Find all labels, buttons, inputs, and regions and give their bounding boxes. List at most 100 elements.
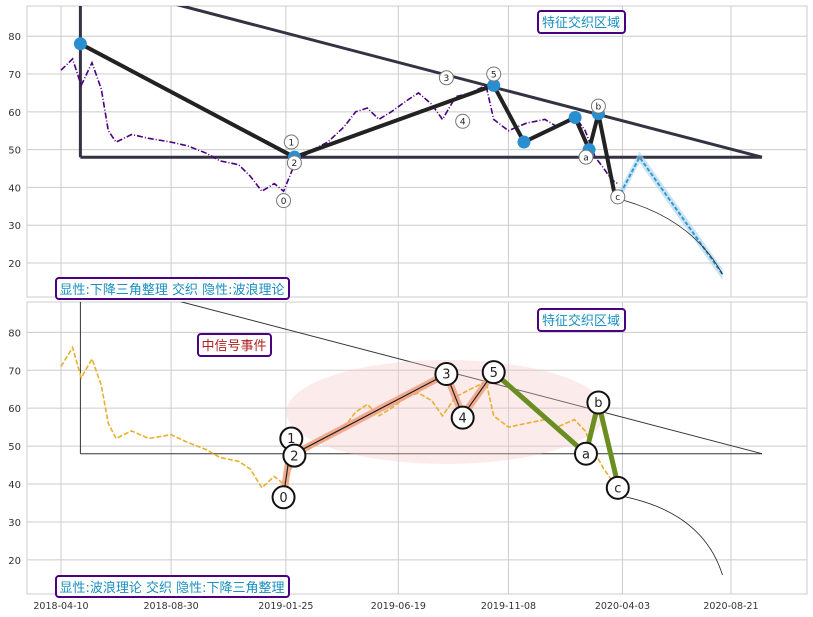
top-panel: 0 1 2 3 4 5 a b c 20 30 40 50 60 70 80 特征交织区域 显性:下降三角整…: [8, 5, 808, 300]
wave-label-circle: [286, 155, 302, 171]
y-tick-label: 70: [8, 70, 21, 81]
y-tick-label: 80: [8, 328, 21, 339]
event-label-box: [197, 333, 272, 357]
wave-label-circle: [578, 149, 594, 165]
wave-label-3: 3: [434, 362, 459, 387]
top-marks: 0 1 2 3 4 5 a b c: [60, 6, 763, 280]
wave-label-a: a: [578, 149, 594, 165]
projection-arc: [617, 198, 723, 275]
wave-label-circle: [282, 443, 307, 468]
y-tick-label: 30: [8, 518, 21, 529]
x-tick-label: 2020-08-21: [703, 601, 758, 612]
bottom-corner-label: 特征交织区域: [537, 308, 626, 332]
bottom-x-ticks: 2018-04-10 2018-08-30 2019-01-25 2019-06-19…: [33, 601, 758, 612]
top-corner-label-box: [537, 10, 626, 34]
wave-label-text: 5: [490, 366, 498, 381]
correction-wave-line: [492, 370, 621, 485]
wave-label-text: 3: [444, 74, 450, 84]
wave-label-circle: [610, 189, 626, 205]
wave-label-circle: [438, 70, 454, 86]
event-label: 中信号事件: [197, 333, 272, 357]
wave-label-text: a: [582, 447, 590, 462]
pivot-marker: [517, 135, 531, 149]
bottom-bottom-label-text: 显性:波浪理论 交织 隐性:下降三角整理: [59, 580, 284, 596]
signal-region: [286, 359, 607, 464]
wave-label-text: 3: [442, 368, 450, 383]
top-bottom-label-text: 显性:下降三角整理 交织 隐性:波浪理论: [59, 282, 284, 298]
wave-label-text: c: [614, 481, 621, 496]
top-corner-label-text: 特征交织区域: [542, 15, 620, 31]
wave-label-text: a: [583, 153, 589, 163]
wave-label-1: 1: [283, 134, 299, 150]
top-bottom-label-box: [55, 277, 290, 300]
wave-label-circle: [455, 113, 471, 129]
wave-label-text: 0: [279, 491, 287, 506]
wave-label-2: 2: [286, 155, 302, 171]
top-y-ticks: 20 30 40 50 60 70 80: [8, 32, 21, 270]
top-panel-frame: [26, 5, 808, 298]
x-tick-label: 2018-04-10: [33, 601, 88, 612]
bottom-bottom-label: 显性:波浪理论 交织 隐性:下降三角整理: [55, 575, 290, 598]
y-tick-label: 50: [8, 442, 21, 453]
wave-label-text: 2: [292, 159, 298, 169]
wave-label-circle: [605, 475, 630, 500]
y-tick-label: 50: [8, 146, 21, 157]
bottom-panel-frame: [26, 301, 808, 595]
wave-label-5: 5: [486, 66, 502, 82]
top-bottom-label: 显性:下降三角整理 交织 隐性:波浪理论: [55, 277, 290, 300]
y-tick-label: 40: [8, 183, 21, 194]
x-tick-label: 2019-01-25: [258, 601, 313, 612]
y-tick-label: 40: [8, 480, 21, 491]
wave-label-b: b: [586, 390, 611, 415]
wave-label-text: 4: [460, 118, 466, 128]
triangle-upper-line: [179, 302, 763, 455]
x-tick-label: 2020-04-03: [595, 601, 650, 612]
y-tick-label: 80: [8, 32, 21, 43]
bottom-bottom-label-box: [55, 575, 290, 598]
wave-label-5: 5: [481, 360, 506, 385]
bottom-corner-label-box: [537, 308, 626, 332]
wave-label-circle: [573, 441, 598, 466]
wave-label-circle: [450, 405, 475, 430]
wave-label-circle: [434, 362, 459, 387]
wave-label-2: 2: [282, 443, 307, 468]
wave-label-0: 0: [276, 193, 292, 209]
wave-label-text: 5: [491, 70, 497, 80]
bottom-corner-label-text: 特征交织区域: [542, 313, 620, 329]
wave-label-0: 0: [271, 485, 296, 510]
wave-label-circle: [271, 485, 296, 510]
wave-label-circle: [586, 390, 611, 415]
wave-label-text: 1: [287, 432, 295, 447]
wave-label-b: b: [590, 98, 606, 114]
top-corner-label: 特征交织区域: [537, 10, 626, 34]
triangle-upper-line: [176, 6, 763, 159]
bottom-y-ticks: 20 30 40 50 60 70 80: [8, 328, 21, 567]
wave-label-text: 2: [290, 449, 298, 464]
y-tick-label: 30: [8, 221, 21, 232]
price-series-line: [60, 57, 619, 193]
bottom-grid: [27, 302, 807, 594]
wave-label-3: 3: [438, 70, 454, 86]
projection-line: [616, 155, 724, 275]
pivot-marker: [73, 37, 87, 51]
y-tick-label: 70: [8, 366, 21, 377]
y-tick-label: 20: [8, 259, 21, 270]
x-tick-label: 2018-08-30: [144, 601, 199, 612]
wave-label-text: b: [596, 102, 602, 112]
bottom-marks: 0 1 2 3 4 5 a b c: [60, 302, 763, 576]
x-tick-label: 2019-11-08: [481, 601, 536, 612]
wave-label-circle: [590, 98, 606, 114]
wave-label-text: 0: [281, 197, 287, 207]
y-tick-label: 60: [8, 108, 21, 119]
wave-label-text: 1: [288, 138, 294, 148]
wave-label-circle: [481, 360, 506, 385]
y-tick-label: 20: [8, 556, 21, 567]
wave-label-c: c: [610, 189, 626, 205]
wave-label-circle: [283, 134, 299, 150]
pivot-marker: [487, 78, 501, 92]
wave-label-text: c: [615, 193, 620, 203]
wave-label-text: 4: [459, 411, 467, 426]
wave-label-a: a: [573, 441, 598, 466]
